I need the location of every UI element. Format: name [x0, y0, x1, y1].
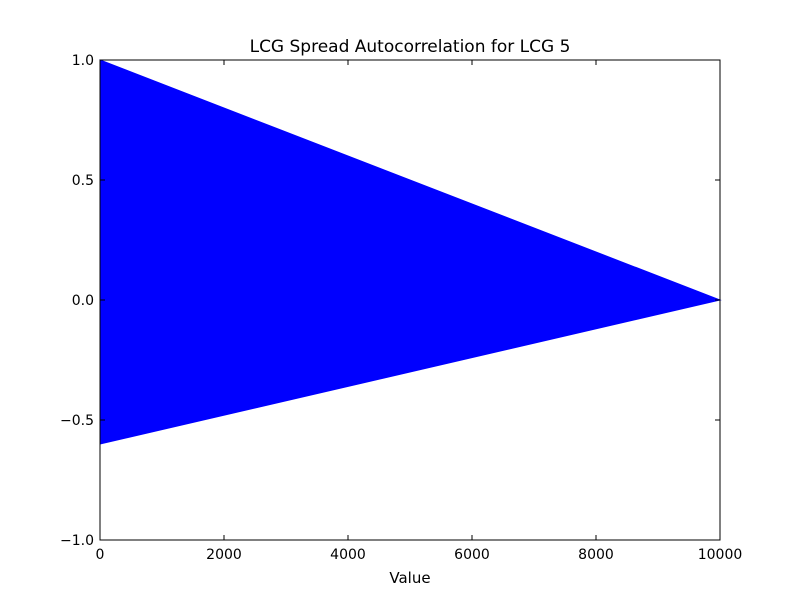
y-axis: 1.0 0.5 0.0 −0.5 −1.0 — [60, 53, 720, 549]
x-tick-label-0: 0 — [96, 547, 105, 563]
y-tick-label-2: 0.0 — [72, 293, 94, 309]
x-tick-label-4: 8000 — [578, 547, 614, 563]
x-tick-label-5: 10000 — [698, 547, 743, 563]
x-axis-label: Value — [389, 569, 430, 587]
y-tick-label-3: −0.5 — [60, 413, 94, 429]
y-tick-label-0: 1.0 — [72, 53, 94, 69]
autocorrelation-area-0 — [99, 59, 722, 445]
y-tick-label-1: 0.5 — [72, 173, 94, 189]
x-tick-label-2: 4000 — [330, 547, 366, 563]
y-tick-label-4: −1.0 — [60, 533, 94, 549]
x-axis: 0 2000 4000 6000 8000 10000 — [96, 60, 743, 563]
chart-title: LCG Spread Autocorrelation for LCG 5 — [250, 37, 571, 57]
plot-area — [99, 59, 722, 445]
x-tick-label-3: 6000 — [454, 547, 490, 563]
x-tick-label-1: 2000 — [206, 547, 242, 563]
